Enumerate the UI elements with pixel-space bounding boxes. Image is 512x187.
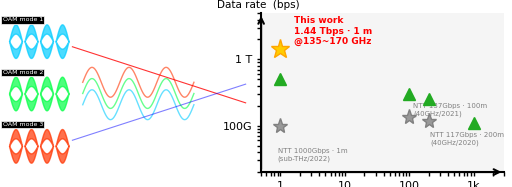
Text: Data rate  (bps): Data rate (bps) [217,0,300,10]
Text: This work
1.44 Tbps · 1 m
@135~170 GHz: This work 1.44 Tbps · 1 m @135~170 GHz [294,16,372,46]
Text: OAM multiplexing technology: OAM multiplexing technology [78,15,191,24]
Text: NTT 117Gbps · 200m
(40GHz/2020): NTT 117Gbps · 200m (40GHz/2020) [430,132,504,146]
Text: OAM mode 1: OAM mode 1 [3,17,43,22]
Text: OAM mode 2: OAM mode 2 [3,70,43,75]
Text: OAM mode 3: OAM mode 3 [3,122,43,127]
Text: NTT 137Gbps · 100m
(40GHz/2021): NTT 137Gbps · 100m (40GHz/2021) [413,103,487,117]
Text: NTT 1000Gbps · 1m
(sub-THz/2022): NTT 1000Gbps · 1m (sub-THz/2022) [278,148,347,162]
